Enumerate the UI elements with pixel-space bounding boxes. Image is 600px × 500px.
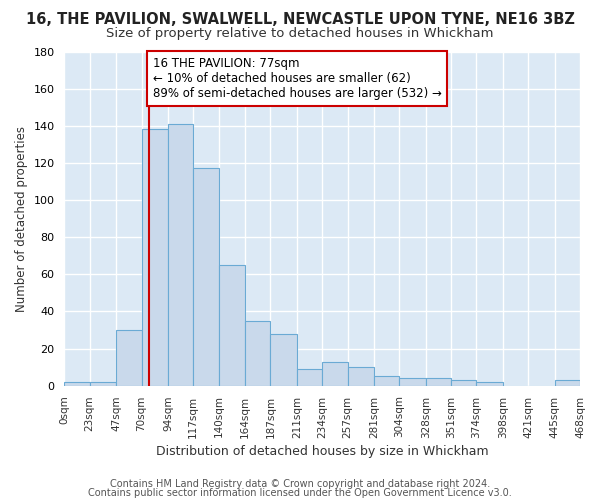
Bar <box>554 380 580 386</box>
Bar <box>271 334 297 386</box>
Bar <box>218 265 245 386</box>
Bar <box>245 320 271 386</box>
Text: Contains HM Land Registry data © Crown copyright and database right 2024.: Contains HM Land Registry data © Crown c… <box>110 479 490 489</box>
Bar <box>400 378 426 386</box>
Bar <box>193 168 218 386</box>
Text: 16, THE PAVILION, SWALWELL, NEWCASTLE UPON TYNE, NE16 3BZ: 16, THE PAVILION, SWALWELL, NEWCASTLE UP… <box>26 12 574 28</box>
Bar <box>426 378 451 386</box>
Bar <box>347 367 374 386</box>
Bar <box>297 369 322 386</box>
Bar <box>90 382 116 386</box>
Bar <box>142 130 168 386</box>
Bar <box>116 330 142 386</box>
Bar <box>322 362 347 386</box>
Bar <box>374 376 400 386</box>
Bar <box>451 380 476 386</box>
Text: 16 THE PAVILION: 77sqm
← 10% of detached houses are smaller (62)
89% of semi-det: 16 THE PAVILION: 77sqm ← 10% of detached… <box>152 57 442 100</box>
Bar <box>168 124 193 386</box>
Bar <box>476 382 503 386</box>
X-axis label: Distribution of detached houses by size in Whickham: Distribution of detached houses by size … <box>156 444 488 458</box>
Text: Size of property relative to detached houses in Whickham: Size of property relative to detached ho… <box>106 28 494 40</box>
Y-axis label: Number of detached properties: Number of detached properties <box>15 126 28 312</box>
Bar <box>64 382 90 386</box>
Text: Contains public sector information licensed under the Open Government Licence v3: Contains public sector information licen… <box>88 488 512 498</box>
